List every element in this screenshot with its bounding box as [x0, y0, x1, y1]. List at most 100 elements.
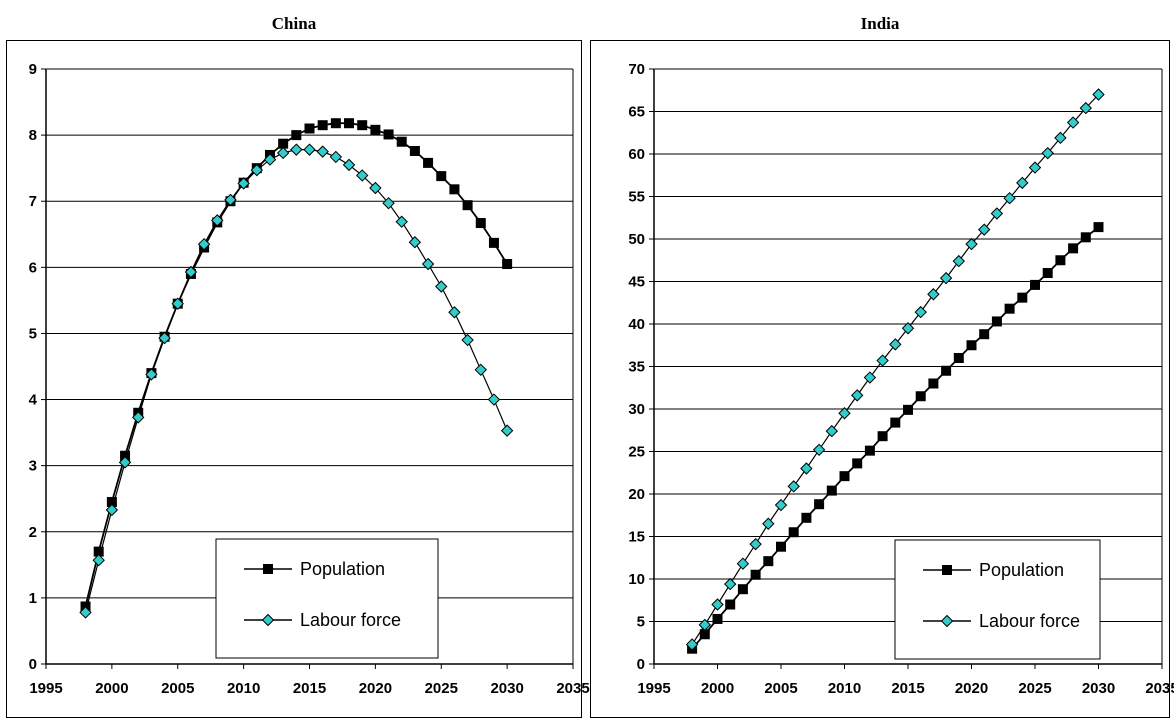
data-point: [1042, 268, 1053, 278]
data-point: [889, 338, 902, 351]
x-tick-label: 2035: [556, 680, 589, 697]
data-point: [396, 136, 407, 147]
x-tick-label: 2025: [425, 680, 458, 697]
x-tick-label: 2020: [359, 680, 392, 697]
data-point: [290, 143, 303, 156]
data-point: [1079, 101, 1093, 115]
data-point: [409, 145, 420, 156]
y-tick-label: 45: [628, 274, 645, 291]
data-point: [263, 153, 277, 166]
chart-title: China: [271, 14, 317, 33]
y-tick-label: 65: [628, 104, 645, 121]
legend-label: Labour force: [300, 610, 401, 630]
data-point: [762, 517, 775, 530]
data-point: [903, 404, 913, 415]
data-point: [184, 265, 198, 279]
data-point: [423, 157, 434, 168]
data-point: [850, 389, 864, 402]
data-point: [382, 196, 395, 210]
data-point: [1041, 146, 1054, 160]
data-point: [118, 456, 132, 469]
y-tick-label: 0: [637, 656, 645, 673]
x-tick-label: 2010: [828, 680, 861, 697]
data-point: [502, 259, 513, 270]
data-point: [1066, 116, 1080, 129]
data-point: [990, 207, 1004, 220]
x-tick-label: 1995: [637, 680, 670, 697]
x-tick-label: 2015: [891, 680, 924, 697]
chart-title: India: [860, 14, 900, 33]
data-point: [1093, 222, 1104, 233]
data-point: [685, 638, 699, 651]
y-tick-label: 40: [628, 316, 645, 333]
data-point: [1003, 191, 1016, 205]
data-point: [211, 214, 224, 227]
y-tick-label: 10: [628, 571, 645, 588]
data-point: [1092, 88, 1105, 101]
data-point: [329, 150, 343, 164]
data-point: [787, 480, 800, 493]
legend-box: [215, 538, 439, 659]
data-point: [1080, 232, 1091, 243]
data-point: [1016, 176, 1029, 190]
data-point: [303, 143, 316, 156]
x-tick-label: 2025: [1018, 680, 1051, 697]
y-tick-label: 2: [29, 524, 37, 541]
data-point: [774, 498, 788, 512]
india-chart-panel: India 0 5 10 15 20 25 30 35 40 45 50 55 60 65 70 1995 20…: [590, 0, 1174, 720]
data-point: [291, 130, 302, 141]
data-point: [901, 322, 915, 335]
y-tick-label: 60: [628, 146, 645, 163]
data-point: [953, 353, 964, 363]
data-point: [316, 145, 329, 158]
y-tick-label: 70: [628, 61, 645, 78]
data-point: [462, 200, 473, 211]
data-point: [825, 424, 839, 438]
legend-marker: [942, 565, 952, 575]
x-tick-label: 2030: [490, 680, 523, 697]
data-point: [1030, 279, 1040, 290]
x-tick-label: 2005: [161, 680, 194, 697]
y-tick-label: 1: [29, 590, 37, 607]
y-tick-label: 6: [29, 259, 37, 276]
data-point: [723, 577, 737, 591]
data-point: [408, 236, 422, 249]
y-tick-label: 7: [29, 193, 37, 210]
data-point: [158, 331, 171, 345]
y-tick-label: 9: [29, 61, 37, 78]
data-point: [224, 193, 237, 207]
data-point: [383, 129, 394, 140]
data-point: [890, 417, 901, 428]
legend-marker: [261, 613, 275, 627]
data-point: [145, 368, 158, 381]
data-point: [698, 618, 712, 632]
data-point: [838, 407, 851, 420]
data-point: [197, 237, 211, 251]
y-tick-label: 3: [29, 458, 37, 475]
x-tick-label: 2020: [955, 680, 988, 697]
data-point: [852, 458, 863, 469]
data-point: [812, 443, 826, 457]
data-point: [171, 297, 184, 310]
data-point: [250, 163, 264, 177]
legend-label: Population: [979, 560, 1064, 580]
data-point: [979, 329, 990, 340]
data-point: [105, 503, 119, 517]
data-point: [749, 537, 762, 551]
y-tick-label: 20: [628, 486, 645, 503]
data-point: [763, 556, 774, 567]
x-tick-label: 1995: [29, 680, 62, 697]
x-tick-label: 2000: [701, 680, 734, 697]
data-point: [1017, 292, 1028, 303]
data-point: [487, 393, 501, 406]
data-point: [1028, 161, 1042, 174]
y-tick-label: 0: [29, 656, 37, 673]
series-line: [84, 122, 508, 607]
data-point: [304, 123, 315, 134]
data-point: [736, 557, 750, 570]
data-point: [864, 445, 875, 456]
data-point: [1004, 303, 1015, 314]
china-line-chart: 0 1 2 3 4 5 6 7 8 9 1995 2000 2005 2010 2015 2020 2025 20…: [29, 61, 590, 697]
data-point: [941, 365, 952, 376]
data-point: [915, 391, 926, 402]
